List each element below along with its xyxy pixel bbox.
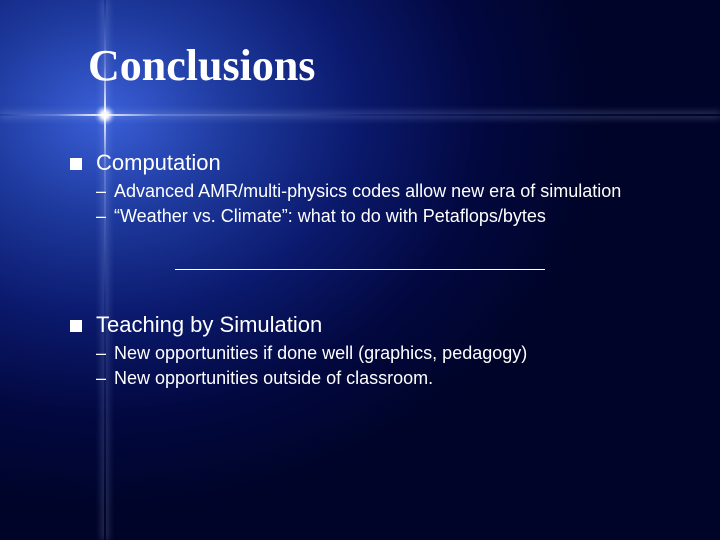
subbullet: – Advanced AMR/multi-physics codes allow…	[96, 180, 690, 203]
subbullet: – “Weather vs. Climate”: what to do with…	[96, 205, 690, 228]
section1-sub2: “Weather vs. Climate”: what to do with P…	[114, 205, 546, 228]
subbullet: – New opportunities if done well (graphi…	[96, 342, 690, 365]
section2-sub2: New opportunities outside of classroom.	[114, 367, 433, 390]
slide-title: Conclusions	[88, 40, 315, 91]
dash-bullet-icon: –	[96, 205, 106, 228]
dash-bullet-icon: –	[96, 180, 106, 203]
square-bullet-icon	[70, 320, 82, 332]
dash-bullet-icon: –	[96, 342, 106, 365]
section1-heading: Computation	[96, 150, 221, 176]
lens-flare-core	[95, 105, 115, 125]
slide-body: Computation – Advanced AMR/multi-physics…	[70, 150, 690, 393]
section1-sub1: Advanced AMR/multi-physics codes allow n…	[114, 180, 621, 203]
bullet-computation: Computation	[70, 150, 690, 176]
dash-bullet-icon: –	[96, 367, 106, 390]
divider-line	[175, 269, 545, 270]
subbullet: – New opportunities outside of classroom…	[96, 367, 690, 390]
section2-sub1: New opportunities if done well (graphics…	[114, 342, 527, 365]
divider-container	[70, 269, 690, 270]
bullet-teaching: Teaching by Simulation	[70, 312, 690, 338]
section2-heading: Teaching by Simulation	[96, 312, 322, 338]
square-bullet-icon	[70, 158, 82, 170]
